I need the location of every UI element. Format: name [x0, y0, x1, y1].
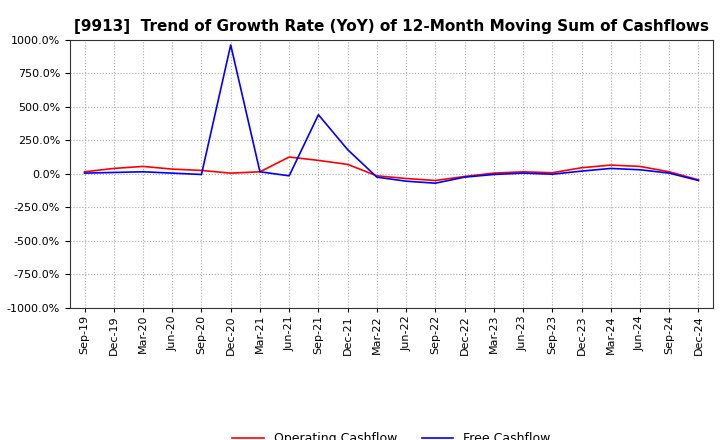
Operating Cashflow: [636, 164, 644, 169]
Operating Cashflow: [109, 166, 118, 171]
Free Cashflow: [490, 172, 498, 177]
Line: Free Cashflow: Free Cashflow: [84, 45, 698, 183]
Operating Cashflow: [197, 168, 206, 173]
Operating Cashflow: [402, 176, 410, 181]
Free Cashflow: [577, 169, 586, 174]
Free Cashflow: [636, 167, 644, 172]
Operating Cashflow: [431, 178, 440, 183]
Free Cashflow: [518, 170, 527, 176]
Free Cashflow: [343, 147, 352, 152]
Free Cashflow: [80, 170, 89, 176]
Legend: Operating Cashflow, Free Cashflow: Operating Cashflow, Free Cashflow: [228, 427, 556, 440]
Free Cashflow: [139, 169, 148, 174]
Operating Cashflow: [372, 173, 381, 179]
Operating Cashflow: [80, 169, 89, 174]
Free Cashflow: [197, 172, 206, 177]
Free Cashflow: [694, 178, 703, 183]
Free Cashflow: [606, 166, 615, 171]
Operating Cashflow: [226, 170, 235, 176]
Free Cashflow: [168, 170, 176, 176]
Free Cashflow: [372, 175, 381, 180]
Operating Cashflow: [694, 177, 703, 183]
Operating Cashflow: [665, 169, 673, 174]
Free Cashflow: [402, 179, 410, 184]
Operating Cashflow: [314, 158, 323, 163]
Operating Cashflow: [139, 164, 148, 169]
Operating Cashflow: [490, 170, 498, 176]
Free Cashflow: [314, 112, 323, 117]
Operating Cashflow: [460, 174, 469, 179]
Operating Cashflow: [577, 165, 586, 170]
Free Cashflow: [431, 180, 440, 186]
Operating Cashflow: [256, 169, 264, 174]
Free Cashflow: [665, 170, 673, 176]
Operating Cashflow: [343, 162, 352, 167]
Operating Cashflow: [518, 169, 527, 174]
Line: Operating Cashflow: Operating Cashflow: [84, 157, 698, 180]
Operating Cashflow: [548, 170, 557, 176]
Free Cashflow: [256, 169, 264, 174]
Operating Cashflow: [606, 162, 615, 168]
Free Cashflow: [285, 173, 294, 179]
Free Cashflow: [548, 172, 557, 177]
Free Cashflow: [109, 170, 118, 175]
Operating Cashflow: [168, 166, 176, 172]
Operating Cashflow: [285, 154, 294, 160]
Free Cashflow: [226, 42, 235, 48]
Title: [9913]  Trend of Growth Rate (YoY) of 12-Month Moving Sum of Cashflows: [9913] Trend of Growth Rate (YoY) of 12-…: [74, 19, 709, 34]
Free Cashflow: [460, 175, 469, 180]
